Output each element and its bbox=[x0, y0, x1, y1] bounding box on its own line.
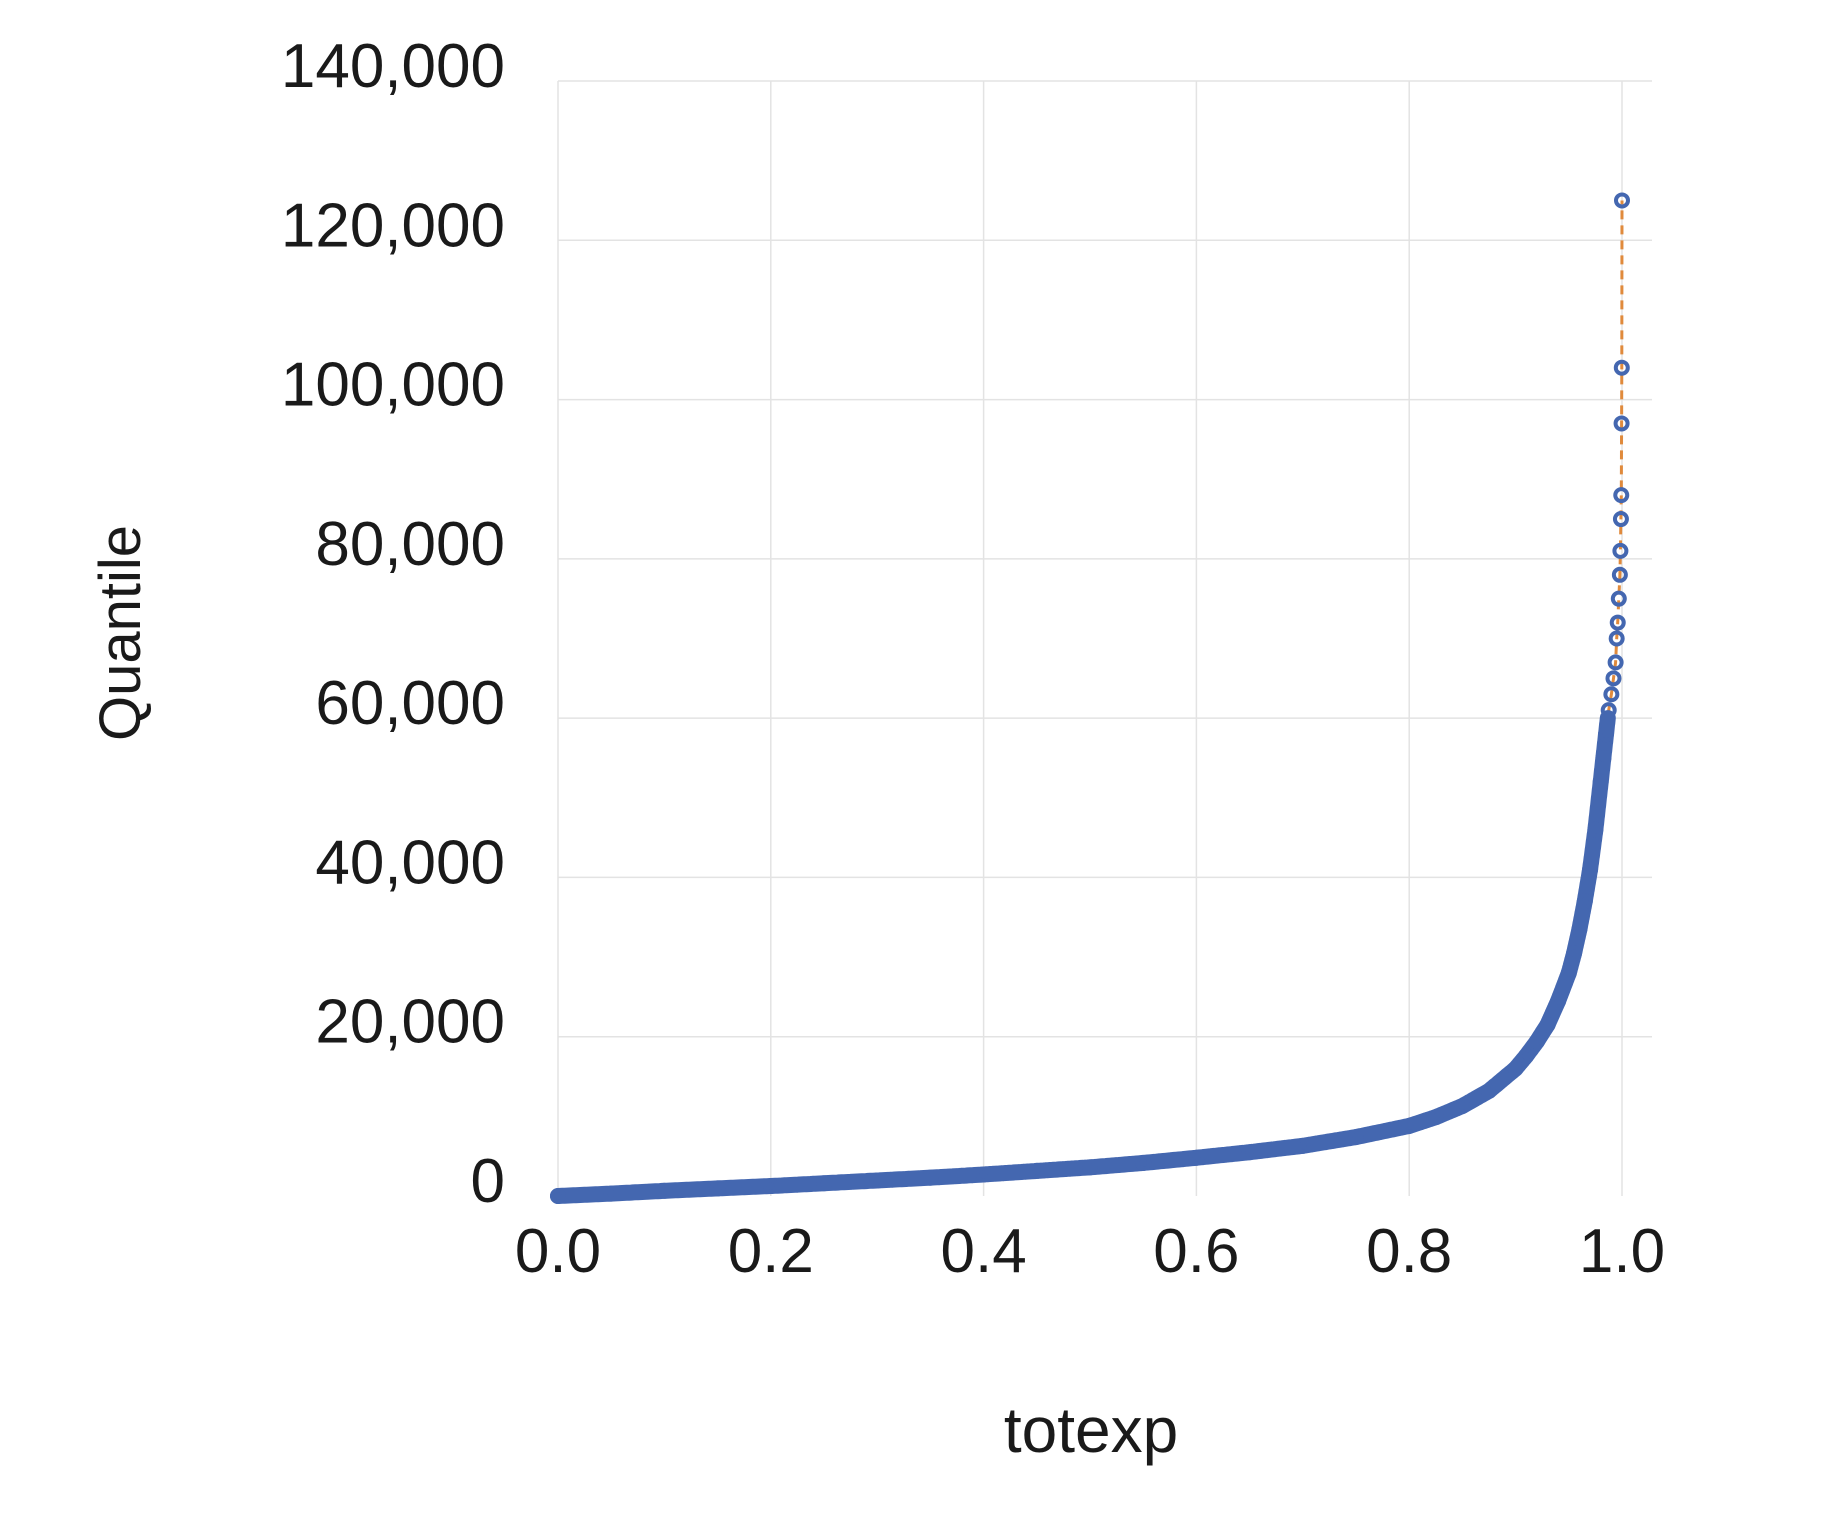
x-tick-label: 0.2 bbox=[728, 1217, 814, 1286]
data-point bbox=[1082, 1159, 1098, 1176]
x-tick-label: 0.8 bbox=[1366, 1217, 1452, 1286]
data-point bbox=[1566, 945, 1583, 962]
data-point bbox=[603, 1185, 620, 1202]
data-point bbox=[1611, 566, 1628, 583]
y-tick-label: 100,000 bbox=[281, 351, 505, 420]
data-point bbox=[1135, 1154, 1152, 1171]
data-point bbox=[1598, 726, 1615, 743]
data-point bbox=[1607, 654, 1624, 671]
data-point bbox=[922, 1169, 939, 1186]
data-point bbox=[1571, 921, 1588, 938]
data-point bbox=[1612, 511, 1629, 528]
reference-dashed-line bbox=[557, 200, 1624, 1198]
data-point bbox=[1528, 1033, 1545, 1050]
data-point bbox=[1592, 773, 1609, 790]
y-tick-label: 120,000 bbox=[281, 191, 505, 260]
data-point bbox=[1587, 821, 1604, 838]
data-point bbox=[1518, 1047, 1535, 1064]
data-point bbox=[1550, 992, 1567, 1009]
data-point bbox=[1613, 359, 1630, 376]
point-cloud-band bbox=[550, 710, 1616, 1204]
y-axis-label: Quantile bbox=[88, 525, 153, 741]
data-point bbox=[1610, 590, 1627, 607]
data-point bbox=[1507, 1060, 1524, 1077]
data-point bbox=[550, 1188, 566, 1204]
data-point bbox=[975, 1166, 992, 1183]
data-point bbox=[1539, 1016, 1556, 1033]
data-point bbox=[1294, 1137, 1311, 1154]
y-tick-label: 40,000 bbox=[315, 828, 505, 897]
data-point bbox=[816, 1175, 832, 1192]
data-point bbox=[656, 1182, 673, 1199]
data-point bbox=[869, 1172, 886, 1189]
y-tick-label: 140,000 bbox=[281, 32, 505, 101]
data-point bbox=[1188, 1149, 1205, 1166]
x-axis-label: totexp bbox=[1004, 1394, 1178, 1466]
reference-line bbox=[557, 200, 1624, 1198]
data-point bbox=[1614, 192, 1630, 209]
data-point bbox=[1595, 749, 1612, 766]
data-point bbox=[1603, 686, 1620, 703]
data-point bbox=[709, 1180, 726, 1197]
x-axis-tick-labels: 0.0 0.2 0.4 0.6 0.8 1.0 bbox=[515, 1217, 1665, 1286]
data-point bbox=[1427, 1109, 1444, 1126]
data-point bbox=[1454, 1098, 1471, 1115]
x-tick-label: 0.6 bbox=[1153, 1217, 1239, 1286]
data-point bbox=[1613, 415, 1630, 432]
y-axis-tick-labels: 0 20,000 40,000 60,000 80,000 100,000 120,000 1… bbox=[281, 32, 505, 1216]
gridlines bbox=[557, 80, 1652, 1196]
data-point bbox=[1560, 965, 1577, 981]
x-tick-label: 0.4 bbox=[940, 1217, 1026, 1286]
data-point bbox=[1401, 1117, 1418, 1134]
y-tick-label: 80,000 bbox=[315, 510, 505, 579]
data-point bbox=[762, 1178, 779, 1195]
x-tick-label: 0.0 bbox=[515, 1217, 601, 1286]
data-point bbox=[1481, 1082, 1497, 1099]
data-point bbox=[1582, 861, 1599, 878]
data-point bbox=[1241, 1144, 1258, 1161]
data-point bbox=[1348, 1129, 1364, 1146]
data-point bbox=[1608, 630, 1625, 647]
data-points bbox=[550, 192, 1630, 1204]
data-point bbox=[1609, 614, 1626, 631]
data-point bbox=[1612, 542, 1629, 559]
y-tick-label: 0 bbox=[471, 1147, 505, 1216]
x-tick-label: 1.0 bbox=[1579, 1217, 1665, 1286]
data-point bbox=[1613, 487, 1630, 504]
data-point bbox=[1576, 893, 1593, 910]
data-point bbox=[1600, 702, 1617, 719]
y-tick-label: 60,000 bbox=[315, 669, 505, 738]
data-point bbox=[1605, 670, 1622, 687]
data-point bbox=[1028, 1162, 1045, 1179]
y-tick-label: 20,000 bbox=[315, 988, 505, 1057]
